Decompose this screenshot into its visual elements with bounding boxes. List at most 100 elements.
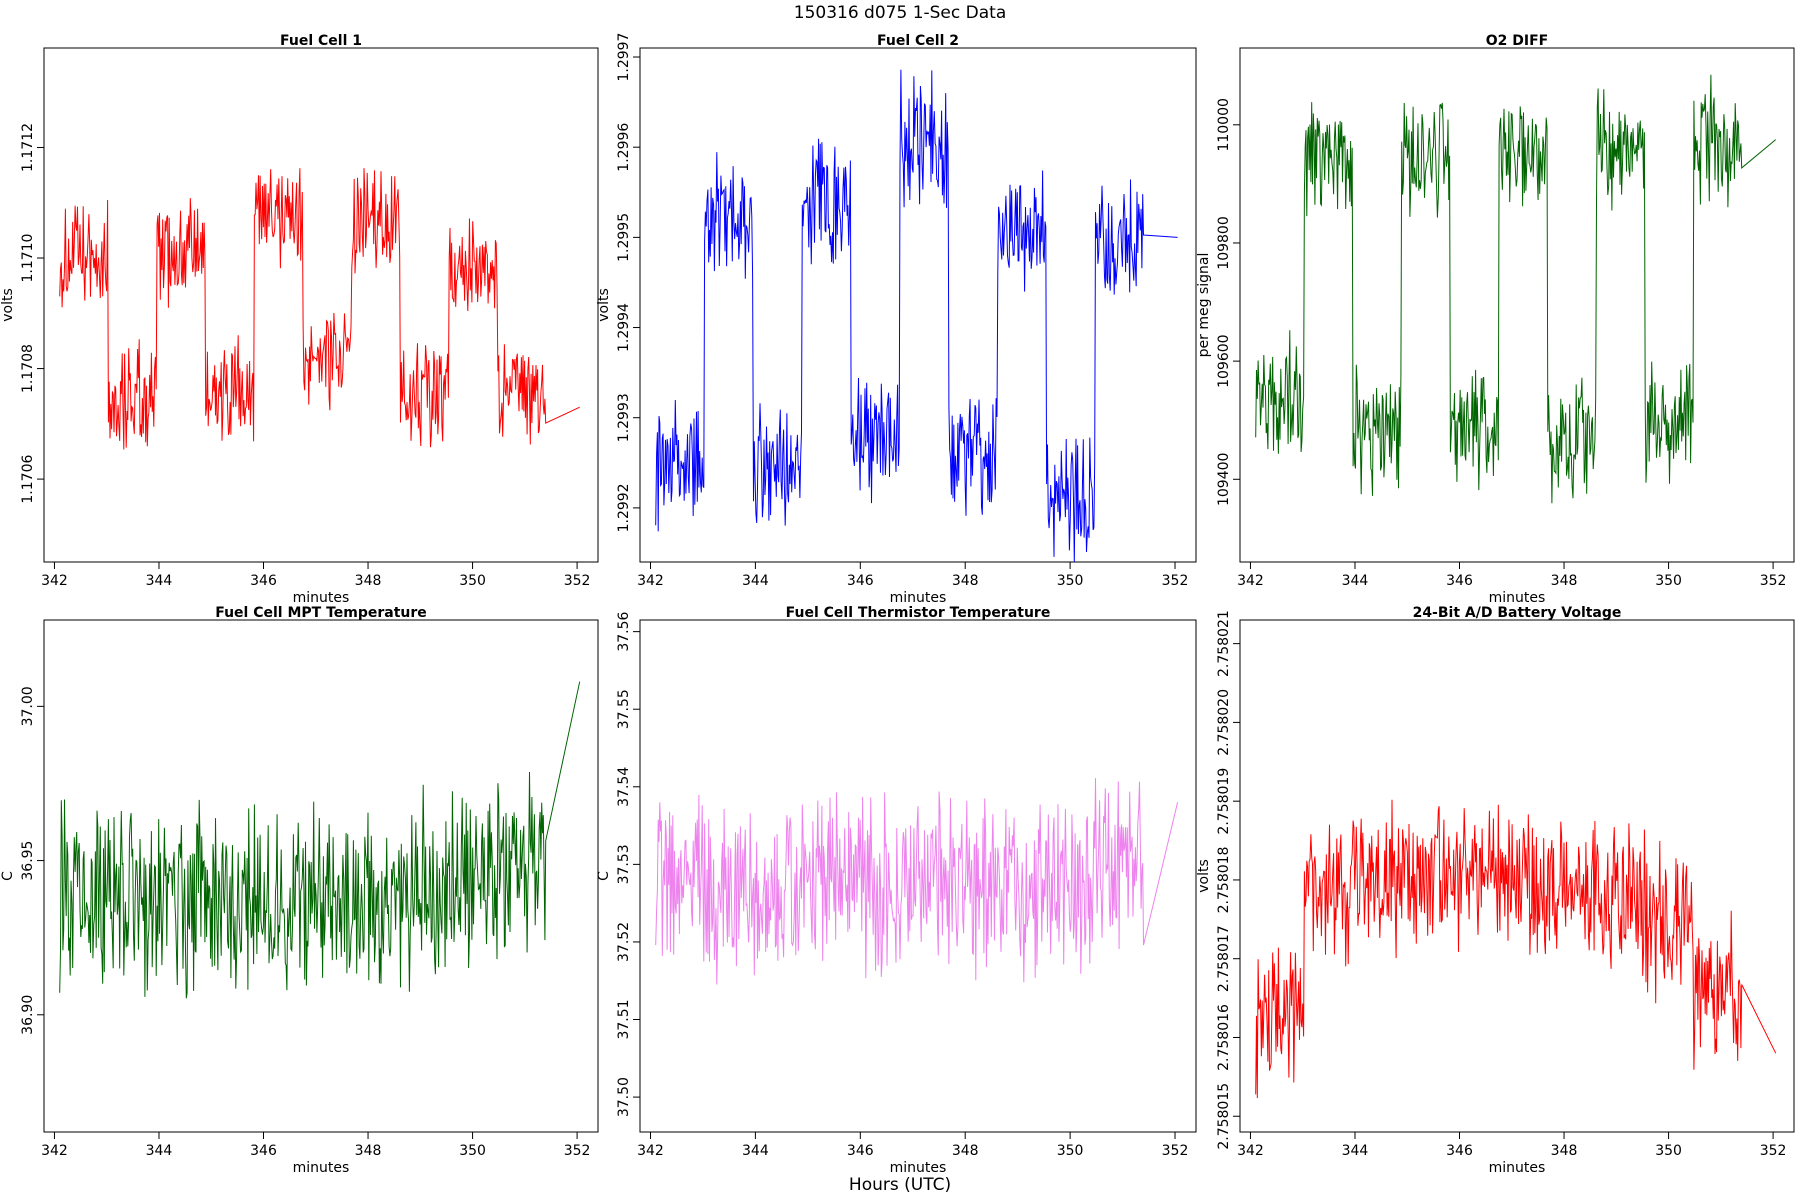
y-tick-label: 37.55 <box>616 689 632 729</box>
panel-title: Fuel Cell 1 <box>280 33 362 49</box>
chart-panel-2: Fuel Cell 2 342 344 346 348 350 352 minutes 1.29… <box>596 33 1197 606</box>
y-tick-label: 1.2993 <box>616 393 632 442</box>
series-line <box>655 778 1179 985</box>
x-tick-label: 346 <box>1446 573 1473 589</box>
y-tick-label: 1.2994 <box>616 303 632 352</box>
y-tick-label: 37.53 <box>616 844 632 884</box>
y-tick-label: 36.95 <box>20 841 36 881</box>
x-tick-label: 346 <box>250 573 277 589</box>
panel-title: Fuel Cell Thermistor Temperature <box>786 605 1051 621</box>
x-tick-label: 342 <box>41 573 68 589</box>
x-axis-label: minutes <box>1489 1160 1546 1176</box>
x-tick-label: 350 <box>459 1143 486 1159</box>
x-tick-label: 350 <box>1655 1143 1682 1159</box>
plot-frame <box>43 47 599 563</box>
y-tick-label: 1.2992 <box>616 483 632 532</box>
figure-footer: Hours (UTC) <box>849 1175 951 1195</box>
y-tick-label: 37.56 <box>616 612 632 652</box>
y-axis-label: volts <box>596 288 612 322</box>
x-tick-label: 352 <box>1760 1143 1787 1159</box>
y-tick-label: 2.758020 <box>1216 689 1232 756</box>
x-axis-label: minutes <box>1489 590 1546 606</box>
x-tick-label: 350 <box>1057 573 1084 589</box>
x-tick-label: 350 <box>1655 573 1682 589</box>
x-tick-label: 350 <box>1057 1143 1084 1159</box>
y-tick-label: 110000 <box>1216 98 1232 151</box>
chart-panel-3: O2 DIFF 342 344 346 348 350 352 minutes 109400 10… <box>1196 33 1795 606</box>
x-tick-label: 350 <box>459 573 486 589</box>
series-line <box>1255 799 1777 1099</box>
y-axis-label: C <box>596 871 612 881</box>
x-tick-label: 352 <box>1162 1143 1189 1159</box>
panel-title: 24-Bit A/D Battery Voltage <box>1413 605 1622 621</box>
x-tick-label: 346 <box>847 573 874 589</box>
x-tick-label: 348 <box>1551 573 1578 589</box>
y-tick-label: 1.1710 <box>20 234 36 283</box>
y-tick-label: 2.758018 <box>1216 847 1232 914</box>
y-axis-label: C <box>0 871 16 881</box>
y-tick-label: 2.758021 <box>1216 610 1232 677</box>
y-tick-label: 1.1708 <box>20 344 36 393</box>
y-tick-label: 109600 <box>1216 334 1232 387</box>
x-tick-label: 344 <box>146 1143 173 1159</box>
y-tick-label: 37.51 <box>616 999 632 1039</box>
y-tick-label: 37.50 <box>616 1077 632 1117</box>
x-tick-label: 346 <box>250 1143 277 1159</box>
series-line <box>1255 74 1777 504</box>
y-tick-label: 1.2997 <box>616 33 632 82</box>
x-tick-label: 344 <box>146 573 173 589</box>
x-tick-label: 348 <box>1551 1143 1578 1159</box>
x-tick-label: 352 <box>564 573 591 589</box>
y-axis-label: per meg signal <box>1196 253 1212 358</box>
plot-frame <box>1239 47 1795 563</box>
y-tick-label: 1.2995 <box>616 213 632 262</box>
x-tick-label: 348 <box>952 1143 979 1159</box>
x-axis-label: minutes <box>890 590 947 606</box>
panel-title: Fuel Cell 2 <box>877 33 959 49</box>
y-tick-label: 1.2996 <box>616 123 632 172</box>
y-tick-label: 109400 <box>1216 453 1232 506</box>
plot-frame <box>1239 619 1795 1133</box>
y-tick-label: 109800 <box>1216 216 1232 269</box>
x-tick-label: 342 <box>637 1143 664 1159</box>
x-tick-label: 344 <box>1342 1143 1369 1159</box>
y-tick-label: 36.90 <box>20 995 36 1035</box>
chart-panel-6: 24-Bit A/D Battery Voltage 342 344 346 348 35… <box>1196 605 1795 1176</box>
x-tick-label: 344 <box>1342 573 1369 589</box>
x-tick-label: 344 <box>742 1143 769 1159</box>
x-tick-label: 342 <box>1237 1143 1264 1159</box>
y-tick-label: 2.758017 <box>1216 925 1232 992</box>
plot-frame <box>639 47 1197 563</box>
series-line <box>59 681 581 999</box>
panel-title: O2 DIFF <box>1486 33 1548 49</box>
x-axis-label: minutes <box>890 1160 947 1176</box>
chart-panel-1: Fuel Cell 1 342 344 346 348 350 352 minutes 1.17… <box>0 33 599 606</box>
series-line <box>59 168 580 450</box>
x-tick-label: 346 <box>1446 1143 1473 1159</box>
x-tick-label: 342 <box>1237 573 1264 589</box>
x-tick-label: 348 <box>952 573 979 589</box>
x-tick-label: 344 <box>742 573 769 589</box>
figure-title: 150316 d075 1-Sec Data <box>794 3 1006 23</box>
x-tick-label: 352 <box>1162 573 1189 589</box>
x-tick-label: 352 <box>1760 573 1787 589</box>
x-axis-label: minutes <box>293 1160 350 1176</box>
y-axis-label: volts <box>0 288 16 322</box>
y-tick-label: 2.758015 <box>1216 1083 1232 1150</box>
plot-frame <box>43 619 599 1133</box>
y-axis-label: volts <box>1196 859 1212 893</box>
y-tick-label: 37.00 <box>20 686 36 726</box>
x-tick-label: 342 <box>41 1143 68 1159</box>
series-line <box>655 69 1178 563</box>
y-tick-label: 2.758019 <box>1216 768 1232 835</box>
x-tick-label: 346 <box>847 1143 874 1159</box>
chart-panel-5: Fuel Cell Thermistor Temperature 342 344 34… <box>596 605 1197 1176</box>
x-tick-label: 348 <box>355 573 382 589</box>
panel-title: Fuel Cell MPT Temperature <box>215 605 427 621</box>
y-tick-label: 37.54 <box>616 767 632 807</box>
x-tick-label: 348 <box>355 1143 382 1159</box>
chart-panel-4: Fuel Cell MPT Temperature 342 344 346 348 350… <box>0 605 599 1176</box>
x-axis-label: minutes <box>293 590 350 606</box>
